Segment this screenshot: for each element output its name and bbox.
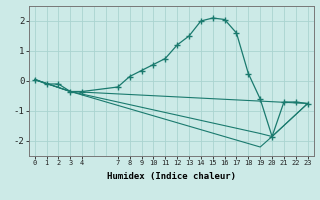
X-axis label: Humidex (Indice chaleur): Humidex (Indice chaleur)	[107, 172, 236, 181]
